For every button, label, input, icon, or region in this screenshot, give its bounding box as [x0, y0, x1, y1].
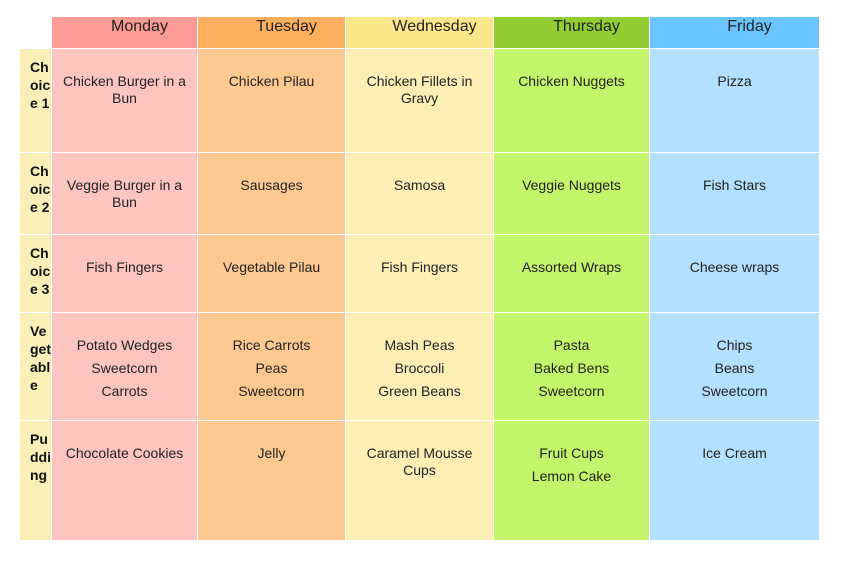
menu-cell: Fruit Cups Lemon Cake: [494, 421, 649, 540]
menu-item: Fruit Cups: [539, 445, 604, 461]
menu-item: Lemon Cake: [531, 468, 612, 484]
menu-item: Cheese wraps: [689, 259, 780, 275]
menu-item: Broccoli: [394, 360, 445, 376]
menu-item: Fish Stars: [702, 177, 766, 193]
menu-cell: Chocolate Cookies: [52, 421, 197, 540]
row-header: Choice 2: [20, 153, 51, 234]
menu-cell: Cheese wraps: [650, 235, 819, 312]
menu-item: Chicken Fillets in Gravy: [366, 73, 473, 106]
menu-item: Sweetcorn: [91, 360, 158, 376]
menu-item: Fish Fingers: [85, 259, 164, 275]
menu-cell: Fish Fingers: [52, 235, 197, 312]
menu-item: Sausages: [240, 177, 303, 193]
day-header-tuesday: Tuesday: [198, 17, 345, 48]
menu-cell: Assorted Wraps: [494, 235, 649, 312]
menu-cell: Ice Cream: [650, 421, 819, 540]
menu-item: Potato Wedges: [76, 337, 173, 353]
menu-cell: Chicken Fillets in Gravy: [346, 49, 493, 152]
menu-item: Chicken Burger in a Bun: [63, 73, 186, 106]
day-header-thursday: Thursday: [494, 17, 649, 48]
menu-item: Carrots: [101, 383, 148, 399]
menu-cell: Rice Carrots Peas Sweetcorn: [198, 313, 345, 420]
menu-item: Assorted Wraps: [521, 259, 622, 275]
menu-cell: Chicken Burger in a Bun: [52, 49, 197, 152]
menu-item: Chicken Pilau: [228, 73, 315, 89]
menu-cell: Potato Wedges Sweetcorn Carrots: [52, 313, 197, 420]
menu-item: Baked Bens: [533, 360, 610, 376]
menu-cell: Fish Fingers: [346, 235, 493, 312]
day-header-friday: Friday: [650, 17, 819, 48]
menu-cell: Fish Stars: [650, 153, 819, 234]
menu-cell: Pasta Baked Bens Sweetcorn: [494, 313, 649, 420]
menu-item: Caramel Mousse Cups: [366, 445, 473, 478]
menu-item: Fish Fingers: [380, 259, 459, 275]
menu-item: Pizza: [717, 73, 752, 89]
row-header: Choice 3: [20, 235, 51, 312]
menu-cell: Chicken Nuggets: [494, 49, 649, 152]
day-header-monday: Monday: [52, 17, 197, 48]
menu-cell: Pizza: [650, 49, 819, 152]
menu-item: Mash Peas: [384, 337, 455, 353]
menu-item: Jelly: [257, 445, 286, 461]
menu-cell: Chicken Pilau: [198, 49, 345, 152]
day-header-wednesday: Wednesday: [346, 17, 493, 48]
menu-item: Peas: [255, 360, 288, 376]
row-header: Choice 1: [20, 49, 51, 152]
menu-item: Veggie Nuggets: [522, 177, 621, 193]
menu-cell: Mash Peas Broccoli Green Beans: [346, 313, 493, 420]
menu-cell: Vegetable Pilau: [198, 235, 345, 312]
menu-cell: Veggie Nuggets: [494, 153, 649, 234]
menu-item: Veggie Burger in a Bun: [66, 177, 183, 210]
row-header: Pudding: [20, 421, 51, 540]
menu-cell: Caramel Mousse Cups: [346, 421, 493, 540]
menu-item: Chicken Nuggets: [518, 73, 625, 89]
menu-item: Chocolate Cookies: [65, 445, 184, 461]
menu-item: Green Beans: [378, 383, 461, 399]
menu-cell: Samosa: [346, 153, 493, 234]
menu-item: Chips: [716, 337, 753, 353]
menu-item: Sweetcorn: [238, 383, 305, 399]
menu-item: Beans: [714, 360, 755, 376]
menu-item: Rice Carrots: [232, 337, 311, 353]
menu-item: Ice Cream: [702, 445, 767, 461]
menu-cell: Chips Beans Sweetcorn: [650, 313, 819, 420]
menu-cell: Jelly: [198, 421, 345, 540]
menu-item: Samosa: [393, 177, 446, 193]
menu-item: Sweetcorn: [701, 383, 768, 399]
row-header: Vegetable: [20, 313, 51, 420]
menu-cell: Sausages: [198, 153, 345, 234]
menu-item: Pasta: [553, 337, 590, 353]
menu-item: Vegetable Pilau: [222, 259, 321, 275]
menu-item: Sweetcorn: [538, 383, 605, 399]
menu-cell: Veggie Burger in a Bun: [52, 153, 197, 234]
